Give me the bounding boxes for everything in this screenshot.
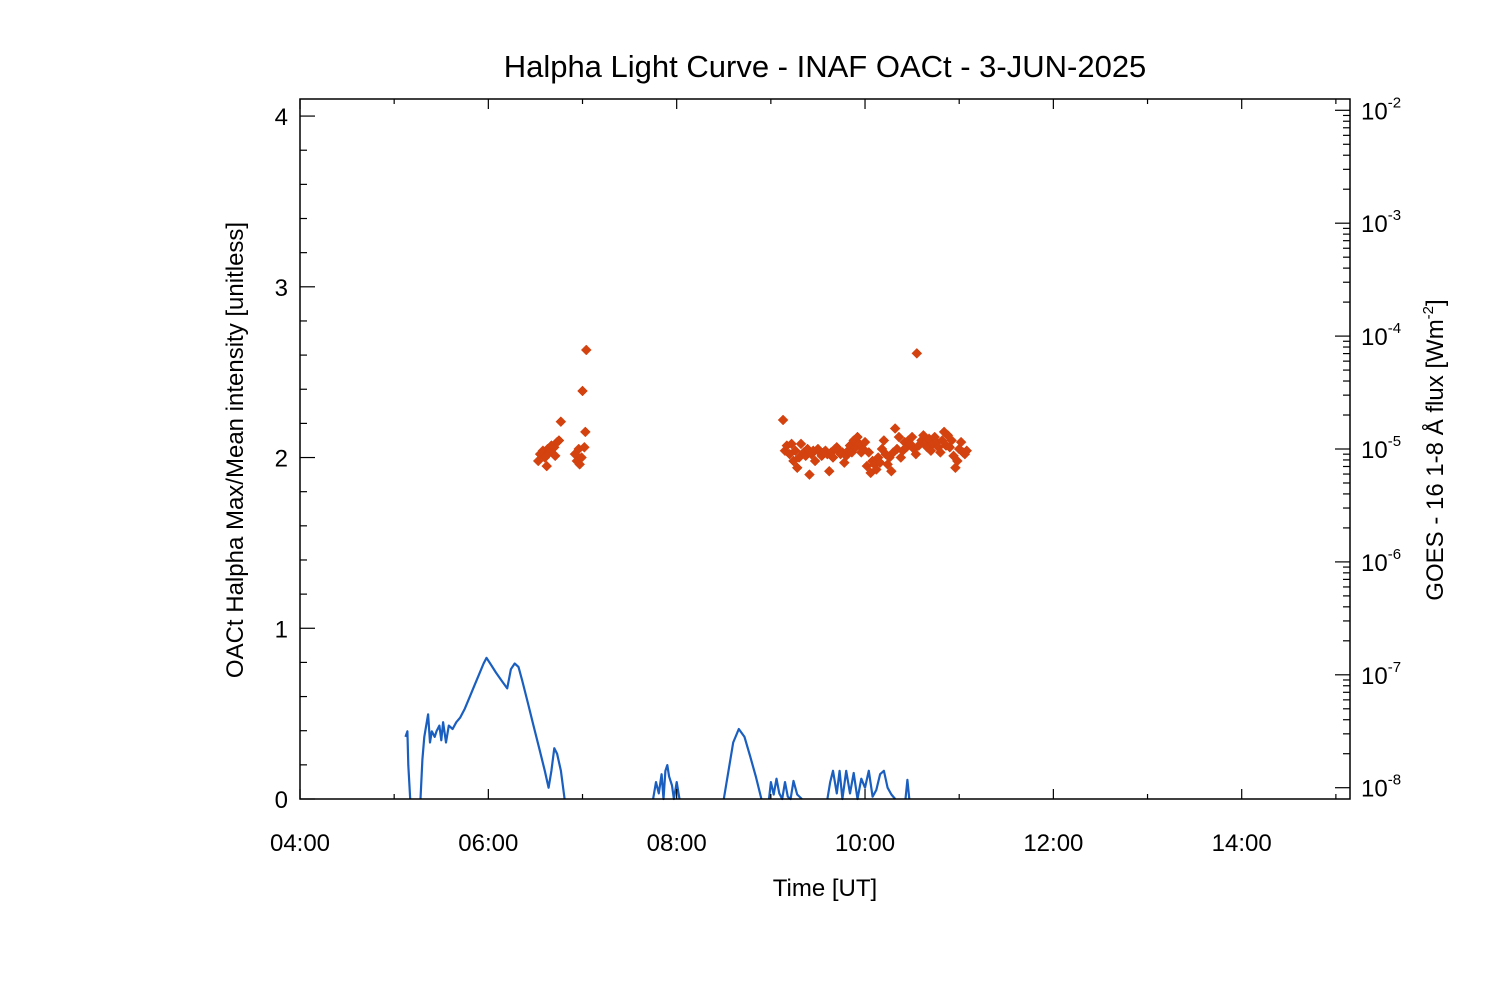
x-tick-label: 12:00 <box>1023 830 1083 857</box>
goes-line-segment <box>404 730 412 800</box>
y2-tick-label: 10-2 <box>1361 94 1401 125</box>
y2-tick-label: 10-7 <box>1361 659 1401 690</box>
goes-flux-series <box>404 656 911 801</box>
y-axis-label: OACt Halpha Max/Mean intensity [unitless… <box>222 222 249 678</box>
halpha-point <box>576 452 587 463</box>
x-tick-label: 06:00 <box>458 830 518 857</box>
goes-line-segment <box>419 656 566 800</box>
y-axis-ticks: 0 1 2 3 4 <box>275 104 315 814</box>
halpha-point <box>777 414 789 426</box>
y2-axis-ticks: 10-8 10-7 10-6 10-5 10-4 10-3 10-2 <box>1335 94 1401 803</box>
halpha-point <box>955 436 967 448</box>
halpha-point <box>878 435 890 446</box>
halpha-point <box>541 460 553 472</box>
halpha-point <box>889 423 901 434</box>
halpha-point <box>553 435 565 446</box>
goes-line-segment <box>652 763 681 801</box>
x-tick-label: 10:00 <box>835 830 895 857</box>
halpha-point <box>580 344 592 356</box>
y-tick-label: 4 <box>275 104 288 131</box>
y-tick-label: 3 <box>275 275 288 302</box>
x-tick-label: 04:00 <box>270 830 330 857</box>
y2-tick-label: 10-8 <box>1361 772 1401 803</box>
chart-title: Halpha Light Curve - INAF OACt - 3-JUN-2… <box>504 49 1147 84</box>
halpha-point <box>795 438 807 450</box>
halpha-point <box>577 385 588 397</box>
goes-line-segment <box>904 778 911 800</box>
y-tick-label: 1 <box>275 616 288 643</box>
x-tick-label: 08:00 <box>647 830 707 857</box>
halpha-point <box>791 462 803 474</box>
halpha-point <box>874 457 886 469</box>
halpha-point <box>910 448 922 460</box>
halpha-point <box>809 455 821 467</box>
y2-axis-label: GOES - 16 1-8 Å flux [Wm-2] <box>1420 299 1449 600</box>
halpha-point <box>555 416 567 428</box>
halpha-point <box>935 447 946 458</box>
halpha-point <box>863 447 875 458</box>
halpha-point <box>804 469 815 480</box>
halpha-point <box>789 445 801 457</box>
x-axis-label: Time [UT] <box>773 875 877 902</box>
goes-line-segment <box>722 727 763 800</box>
halpha-point <box>951 455 963 467</box>
halpha-point <box>823 465 835 477</box>
halpha-intensity-series <box>532 344 973 480</box>
halpha-point <box>870 464 882 475</box>
halpha-point <box>961 445 973 457</box>
halpha-point <box>786 438 797 450</box>
y2-tick-label: 10-3 <box>1361 207 1401 238</box>
halpha-point <box>859 436 871 448</box>
y2-tick-label: 10-5 <box>1361 433 1401 464</box>
halpha-point <box>827 452 839 463</box>
halpha-point <box>911 348 923 359</box>
halpha-point <box>549 450 561 462</box>
goes-line-segment <box>767 777 803 801</box>
y-tick-label: 0 <box>275 787 288 814</box>
y-tick-label: 2 <box>275 446 288 473</box>
goes-line-segment <box>826 769 897 801</box>
halpha-point <box>906 431 918 443</box>
x-axis-ticks: 04:00 06:00 08:00 10:00 12:00 14:00 <box>270 99 1337 857</box>
y2-tick-label: 10-6 <box>1361 546 1401 577</box>
halpha-point <box>579 426 591 438</box>
halpha-point <box>946 435 958 446</box>
halpha-point <box>579 441 590 453</box>
halpha-point <box>886 465 897 477</box>
y2-tick-label: 10-4 <box>1361 320 1401 351</box>
halpha-point <box>893 431 905 443</box>
x-tick-label: 14:00 <box>1212 830 1272 857</box>
